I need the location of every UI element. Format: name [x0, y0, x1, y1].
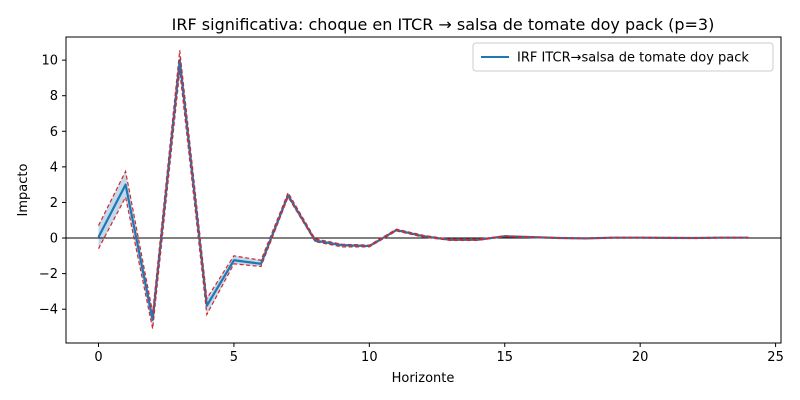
- plot-area: 0 5 10 15 20 25 −4 −2 0 2 4 6 8 10 IRF ITCR→salsa de t…: [39, 36, 784, 365]
- x-tick-label: 0: [94, 350, 102, 365]
- x-tick-label: 10: [361, 350, 378, 365]
- upper-bound-line: [97, 50, 749, 313]
- y-tick-label: 2: [50, 196, 58, 211]
- confidence-band: [98, 50, 749, 329]
- y-tick-label: −2: [39, 267, 58, 282]
- legend-box: [472, 42, 774, 72]
- plot-frame: [65, 36, 782, 344]
- y-tick-label: 0: [50, 232, 58, 247]
- y-tick-label: 6: [50, 125, 58, 140]
- x-tick-label: 15: [496, 350, 513, 365]
- y-tick-label: −4: [39, 303, 58, 318]
- y-tick-label: 8: [50, 89, 58, 104]
- x-tick-label: 25: [767, 350, 784, 365]
- y-tick-label: 10: [41, 54, 58, 69]
- x-tick-label: 5: [230, 350, 238, 365]
- y-tick-label: 4: [50, 160, 58, 175]
- lower-bound-line: [97, 70, 749, 329]
- y-axis-label: Impacto: [16, 164, 31, 217]
- chart-title: IRF significativa: choque en ITCR → sals…: [172, 15, 715, 34]
- legend-entry: IRF ITCR→salsa de tomate doy pack: [517, 51, 749, 66]
- x-tick-label: 20: [632, 350, 649, 365]
- irf-line: [97, 59, 749, 321]
- x-axis-label: Horizonte: [392, 371, 455, 386]
